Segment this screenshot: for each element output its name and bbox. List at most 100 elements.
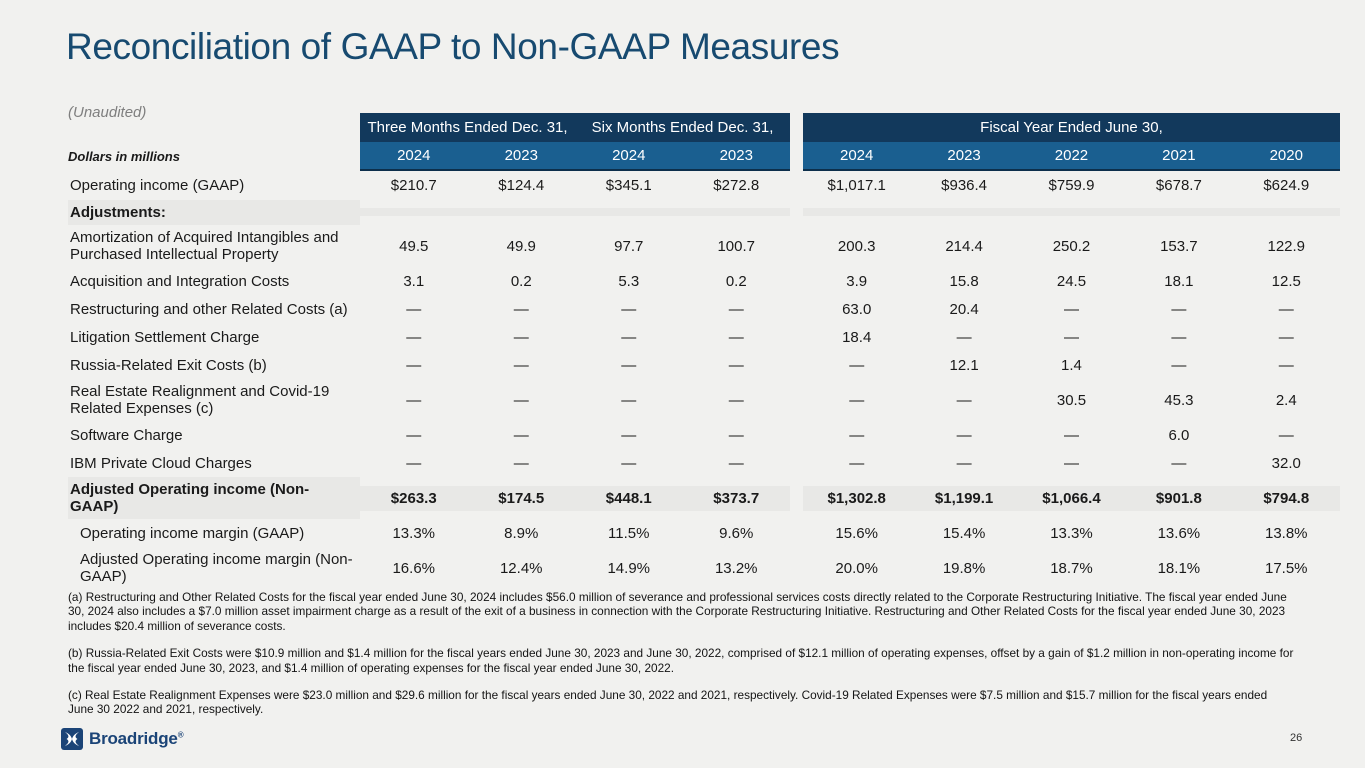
row-label: Restructuring and other Related Costs (a… xyxy=(70,300,348,318)
row-label: Software Charge xyxy=(70,426,183,444)
value-cell: — xyxy=(1063,328,1079,346)
value-cell: 122.9 xyxy=(1267,237,1306,255)
value-cell: 14.9% xyxy=(607,559,651,577)
value-cell: 200.3 xyxy=(837,237,876,255)
table-row: Restructuring and other Related Costs (a… xyxy=(68,295,1340,323)
value-cell: 63.0 xyxy=(842,300,872,318)
value-cell: 153.7 xyxy=(1160,237,1198,255)
units-label: Dollars in millions xyxy=(68,149,180,164)
value-cell xyxy=(1017,208,1126,216)
value-cell xyxy=(467,208,575,216)
value-cell: — xyxy=(406,426,422,444)
value-cell: $448.1 xyxy=(575,485,683,511)
value-cell: — xyxy=(621,454,637,472)
value-cell: — xyxy=(849,454,865,472)
page-title: Reconciliation of GAAP to Non-GAAP Measu… xyxy=(66,26,840,67)
value-cell: — xyxy=(621,356,637,374)
value-cell: 214.4 xyxy=(945,237,983,255)
table-body: Operating income (GAAP) $210.7 $124.4 $345.… xyxy=(68,171,1340,589)
row-label: Real Estate Realignment and Covid-19 Rel… xyxy=(70,383,330,417)
value-cell: — xyxy=(1063,300,1079,318)
value-cell: 45.3 xyxy=(1164,391,1194,409)
row-label: IBM Private Cloud Charges xyxy=(70,454,252,472)
value-cell: $373.7 xyxy=(682,485,790,511)
group-header-six-months: Six Months Ended Dec. 31, xyxy=(575,113,790,142)
value-cell: — xyxy=(1171,356,1187,374)
value-cell: — xyxy=(406,454,422,472)
logo-text: Broadridge® xyxy=(89,729,184,748)
value-cell: — xyxy=(1063,454,1079,472)
value-cell: 100.7 xyxy=(717,237,756,255)
value-cell: — xyxy=(728,356,744,374)
value-cell: 15.4% xyxy=(942,524,986,542)
table-row: Real Estate Realignment and Covid-19 Rel… xyxy=(68,379,1340,421)
table-gutter xyxy=(790,113,803,142)
value-cell xyxy=(910,208,1018,216)
value-cell: 16.6% xyxy=(392,559,436,577)
value-cell: 20.0% xyxy=(835,559,878,577)
table-row: Operating income (GAAP) $210.7 $124.4 $345.… xyxy=(68,171,1340,199)
value-cell: 8.9% xyxy=(504,524,539,542)
footnote: (b) Russia-Related Exit Costs were $10.9… xyxy=(68,646,1294,675)
row-label: Adjusted Operating income (Non-GAAP) xyxy=(68,477,360,519)
value-cell: — xyxy=(406,328,422,346)
value-cell: — xyxy=(956,391,972,409)
value-cell: 2.4 xyxy=(1275,391,1297,409)
row-label: Operating income margin (GAAP) xyxy=(80,524,305,542)
value-cell: — xyxy=(513,328,529,346)
value-cell: $901.8 xyxy=(1125,485,1233,511)
group-header-three-months: Three Months Ended Dec. 31, xyxy=(360,113,575,142)
year-header: 2021 xyxy=(1125,142,1233,171)
year-header: 2024 xyxy=(360,142,468,171)
value-cell: 13.6% xyxy=(1157,524,1201,542)
row-label: Adjustments: xyxy=(68,199,360,225)
value-cell: 0.2 xyxy=(510,272,532,290)
value-cell: 11.5% xyxy=(608,524,650,542)
value-cell: $936.4 xyxy=(941,176,988,194)
value-cell: 3.9 xyxy=(846,272,868,290)
value-cell: — xyxy=(728,391,744,409)
footnote: (a) Restructuring and Other Related Cost… xyxy=(68,590,1287,633)
value-cell xyxy=(575,208,683,216)
value-cell: 15.6% xyxy=(835,524,878,542)
value-cell: — xyxy=(513,391,529,409)
table-row: Russia-Related Exit Costs (b) — — — — — 12.1 1.… xyxy=(68,351,1340,379)
value-cell: 49.5 xyxy=(399,237,429,255)
value-cell: $1,199.1 xyxy=(910,485,1018,511)
registered-mark: ® xyxy=(177,730,184,740)
broadridge-logo: Broadridge® xyxy=(61,728,184,750)
value-cell: 97.7 xyxy=(614,237,644,255)
row-label: Operating income (GAAP) xyxy=(70,176,245,194)
value-cell: 1.4 xyxy=(1061,356,1082,374)
year-header: 2024 xyxy=(575,142,683,171)
value-cell: $1,017.1 xyxy=(827,176,886,194)
value-cell: — xyxy=(956,426,972,444)
value-cell: 24.5 xyxy=(1056,272,1087,290)
value-cell: $210.7 xyxy=(390,176,437,194)
value-cell xyxy=(1232,208,1340,216)
value-cell: $272.8 xyxy=(713,176,760,194)
value-cell: $794.8 xyxy=(1232,485,1340,511)
value-cell xyxy=(682,208,790,216)
year-header-row: Dollars in millions 2024 2023 2024 2023 2024… xyxy=(68,142,1340,171)
value-cell: — xyxy=(1278,426,1294,444)
row-label: Litigation Settlement Charge xyxy=(70,328,260,346)
value-cell: — xyxy=(621,328,637,346)
group-header-fiscal-year: Fiscal Year Ended June 30, xyxy=(803,113,1340,142)
page-number: 26 xyxy=(1290,732,1303,744)
value-cell: — xyxy=(849,426,865,444)
value-cell: 13.2% xyxy=(714,559,758,577)
value-cell: 13.3% xyxy=(392,524,436,542)
value-cell: 13.3% xyxy=(1050,524,1093,542)
value-cell: — xyxy=(849,356,865,374)
table-row: Adjusted Operating income margin (Non-GA… xyxy=(68,547,1340,589)
value-cell: 15.8 xyxy=(949,272,979,290)
value-cell: 0.2 xyxy=(725,272,747,290)
table-gutter xyxy=(790,142,803,171)
value-cell: 12.4% xyxy=(499,559,543,577)
table-row: Operating income margin (GAAP) 13.3% 8.9% 1… xyxy=(68,519,1340,547)
value-cell: — xyxy=(956,454,972,472)
row-label: Amortization of Acquired Intangibles and… xyxy=(70,229,339,263)
year-header: 2024 xyxy=(803,142,911,171)
